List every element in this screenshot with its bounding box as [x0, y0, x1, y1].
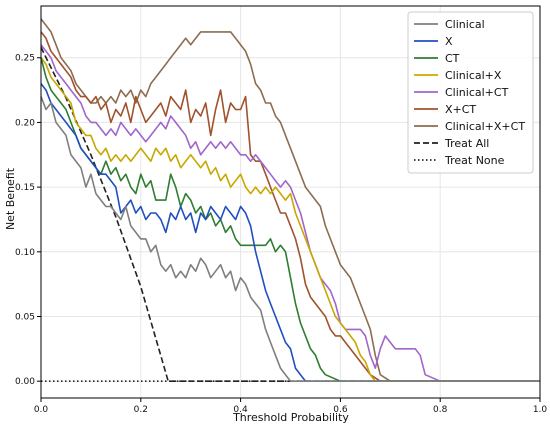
- legend-label: Clinical: [445, 18, 485, 31]
- x-tick-label: 0.0: [34, 405, 49, 415]
- x-tick-label: 0.4: [233, 405, 248, 415]
- x-tick-label: 1.0: [533, 405, 548, 415]
- plot-frame: [40, 5, 541, 399]
- legend-label: Treat All: [444, 137, 489, 150]
- y-axis: 0.00 0.05 0.10 0.15 0.20 0.25: [15, 54, 41, 387]
- legend-label: Clinical+X: [445, 69, 502, 82]
- x-axis: 0.0 0.2 0.4 0.6 0.8 1.0: [34, 398, 548, 415]
- series-line-x: [40, 83, 540, 382]
- y-tick-label: 0.20: [15, 118, 35, 128]
- series-line-clinical-x-ct: [40, 18, 540, 382]
- legend-label: CT: [445, 52, 460, 65]
- series-line-clinical: [40, 96, 540, 382]
- legend-label: X: [445, 35, 453, 48]
- x-tick-label: 0.6: [333, 405, 348, 415]
- legend-box: [407, 11, 534, 174]
- x-tick-label: 0.2: [134, 405, 148, 415]
- series-line-clinical-x: [40, 57, 540, 382]
- x-axis-label: Threshold Probability: [232, 411, 349, 424]
- y-tick-label: 0.05: [15, 312, 35, 322]
- legend: Clinical X CT Clinical+X Clinical+CT X+CT Clin…: [407, 11, 534, 174]
- legend-label: Clinical+CT: [445, 86, 509, 99]
- y-tick-label: 0.15: [15, 183, 35, 193]
- y-axis-label: Net Benefit: [4, 167, 17, 230]
- legend-label: Treat None: [444, 154, 505, 167]
- x-tick-label: 0.8: [433, 405, 448, 415]
- series-line-clinical-ct: [40, 44, 540, 382]
- series-line-x-ct: [40, 31, 540, 382]
- legend-label: Clinical+X+CT: [445, 120, 525, 133]
- y-tick-label: 0.10: [15, 248, 35, 258]
- legend-label: X+CT: [445, 103, 476, 116]
- y-tick-label: 0.00: [15, 377, 35, 387]
- y-tick-label: 0.25: [15, 54, 35, 64]
- series-lines: [40, 18, 540, 382]
